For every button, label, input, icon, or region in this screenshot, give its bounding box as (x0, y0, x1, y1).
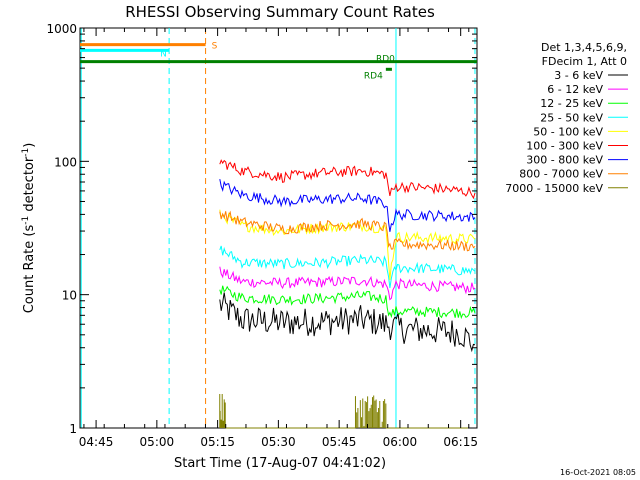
observing-flags: S N RD0 RD4 (80, 42, 477, 81)
legend-label-4: 50 - 100 keV (533, 125, 603, 138)
x-axis-label: Start Time (17-Aug-07 04:41:02) (174, 456, 386, 471)
legend-label-7: 800 - 7000 keV (519, 168, 603, 181)
legend-label-8: 7000 - 15000 keV (505, 182, 603, 195)
vertical-markers (80, 28, 476, 428)
series-line-6 (219, 179, 476, 232)
legend: Det 1,3,4,5,6,9,FDecim 1, Att 03 - 6 keV… (505, 41, 628, 195)
y-axis-label-suffix: ) (22, 143, 37, 148)
flag-label-n: N (160, 49, 167, 59)
x-tick-label-1: 05:00 (140, 435, 175, 449)
legend-label-5: 100 - 300 keV (526, 140, 603, 153)
x-tick-label-4: 05:45 (322, 435, 357, 449)
series-line-3 (219, 245, 476, 289)
legend-label-3: 25 - 50 keV (540, 111, 603, 124)
y-axis-label: Count Rate (s-1 detector-1) (21, 143, 37, 314)
flag-label-rd0: RD0 (376, 55, 395, 65)
legend-label-6: 300 - 800 keV (526, 154, 603, 167)
flag-label-rd4: RD4 (364, 71, 383, 81)
series-line-2 (219, 285, 476, 320)
chart-title: RHESSI Observing Summary Count Rates (125, 3, 435, 21)
timestamp: 16-Oct-2021 08:05 (560, 468, 636, 477)
y-axis-label-mid: detector (22, 156, 37, 216)
y-axis-label-sup2: -1 (21, 148, 31, 157)
legend-label-1: 6 - 12 keV (547, 83, 603, 96)
series-lines (219, 159, 476, 429)
series-line-5 (219, 159, 476, 200)
x-axis-ticks: 04:45 05:00 05:15 05:30 05:45 06:00 06:15 (79, 28, 478, 449)
legend-label-2: 12 - 25 keV (540, 97, 603, 110)
y-tick-label-0: 1 (69, 422, 77, 436)
legend-header-0: Det 1,3,4,5,6,9, (541, 41, 627, 54)
y-tick-label-1: 10 (62, 289, 77, 303)
series-line-0 (219, 292, 476, 353)
legend-label-0: 3 - 6 keV (554, 69, 603, 82)
y-axis-ticks: 1 10 100 1000 (46, 22, 477, 436)
legend-header-1: FDecim 1, Att 0 (542, 55, 627, 68)
x-tick-label-2: 05:15 (200, 435, 235, 449)
x-tick-label-3: 05:30 (261, 435, 296, 449)
x-tick-label-0: 04:45 (79, 435, 114, 449)
y-tick-label-3: 1000 (46, 22, 77, 36)
series-line-8 (219, 393, 475, 429)
x-tick-label-6: 06:15 (443, 435, 478, 449)
plot-frame (79, 27, 478, 429)
flag-label-s: S (212, 42, 218, 52)
y-axis-label-sup: -1 (21, 216, 31, 225)
y-tick-label-2: 100 (54, 155, 77, 169)
y-axis-label-prefix: Count Rate (s (22, 225, 37, 314)
series-line-7 (219, 210, 476, 252)
x-tick-label-5: 06:00 (383, 435, 418, 449)
series-line-1 (219, 266, 476, 301)
